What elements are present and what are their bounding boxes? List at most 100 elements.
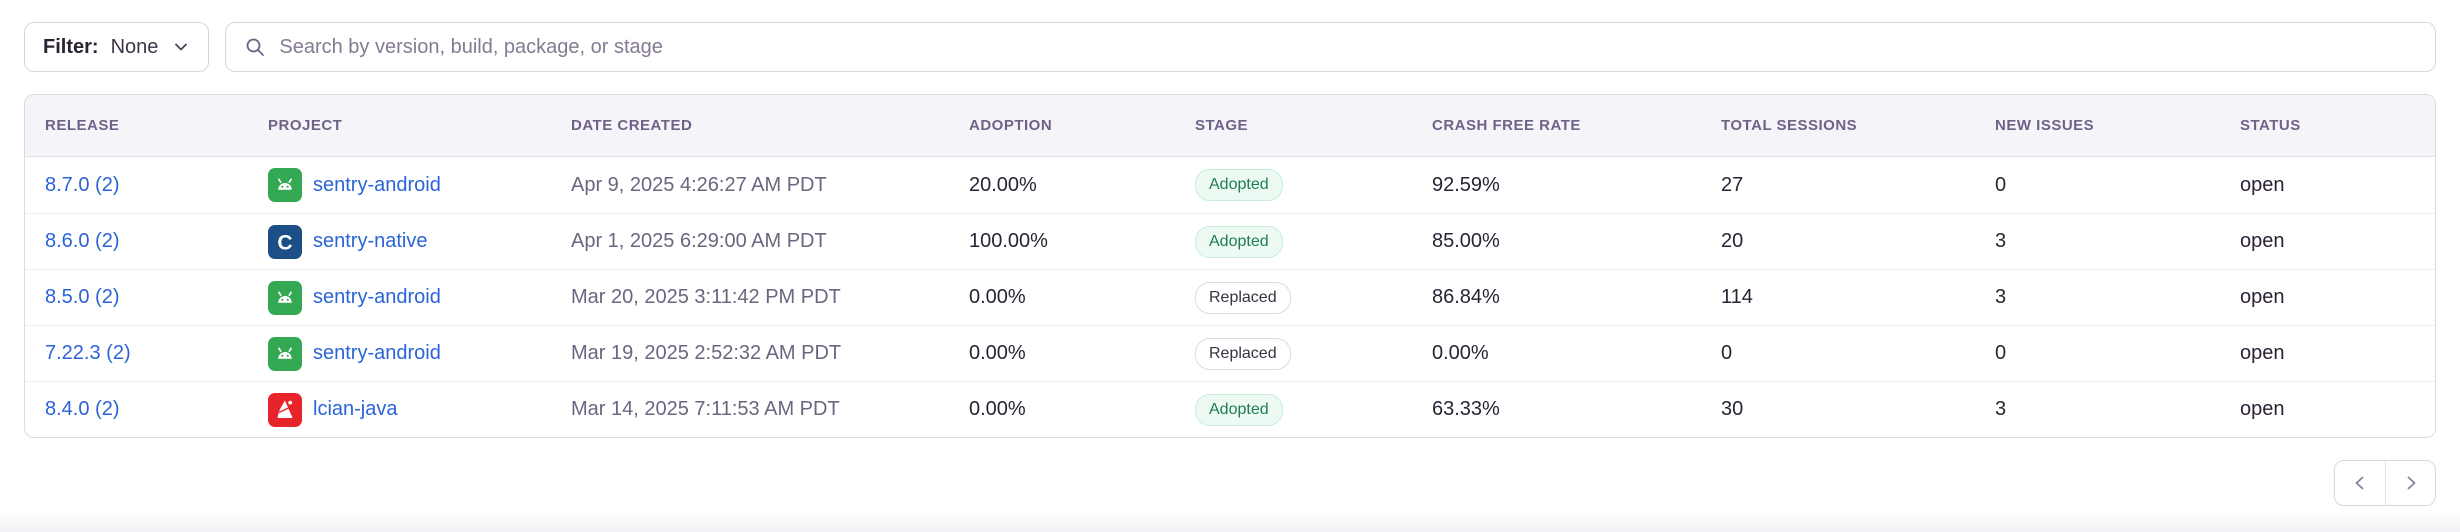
release-cell: 8.5.0 (2) [45, 286, 268, 309]
release-cell: 8.6.0 (2) [45, 230, 268, 253]
android-icon [268, 168, 302, 202]
crash-free-rate-cell: 63.33% [1432, 398, 1500, 420]
total-sessions-cell: 114 [1721, 286, 1753, 308]
date-created-cell: Mar 14, 2025 7:11:53 AM PDT [571, 398, 840, 420]
column-header: STATUS [2240, 117, 2301, 134]
new-issues-cell: 0 [1995, 342, 2240, 365]
project-cell: sentry-android [268, 280, 571, 315]
total-sessions-cell: 27 [1721, 173, 1744, 196]
status-cell: open [2240, 286, 2285, 308]
stage-cell: Replaced [1195, 281, 1432, 314]
status-cell: open [2240, 173, 2285, 196]
total-sessions-cell: 30 [1721, 398, 1744, 420]
date-created-cell: Mar 19, 2025 2:52:32 AM PDT [571, 342, 842, 364]
stage-cell: Replaced [1195, 337, 1432, 370]
release-link[interactable]: 7.22.3 (2) [45, 342, 131, 364]
new-issues-value: 0 [1995, 173, 2007, 196]
release-cell: 8.4.0 (2) [45, 398, 268, 421]
table-row: 8.5.0 (2) sentry-android Mar 20, 2025 3:… [25, 269, 2435, 325]
table-row: 8.7.0 (2) sentry-android Apr 9, 2025 4:2… [25, 157, 2435, 213]
project-cell: sentry-android [268, 336, 571, 371]
crash-free-rate-cell: 86.84% [1432, 286, 1500, 308]
filter-value: None [110, 35, 159, 58]
previous-page-button[interactable] [2335, 461, 2385, 505]
new-issues-cell: 0 [1995, 174, 2240, 197]
release-link[interactable]: 8.4.0 (2) [45, 398, 120, 420]
new-issues-value: 0 [1995, 342, 2007, 364]
status-cell: open [2240, 398, 2285, 420]
table-row: 7.22.3 (2) sentry-android Mar 19, 2025 2… [25, 325, 2435, 381]
pagination [0, 438, 2460, 506]
new-issues-link[interactable]: 3 [1995, 230, 2007, 252]
release-cell: 7.22.3 (2) [45, 342, 268, 365]
total-sessions-cell: 20 [1721, 230, 1744, 252]
project-link[interactable]: sentry-native [313, 230, 428, 252]
svg-text:C: C [277, 231, 292, 254]
stage-badge: Adopted [1195, 225, 1283, 258]
chevron-right-icon [2402, 474, 2420, 492]
android-icon [268, 280, 302, 315]
filter-label: Filter: [43, 35, 99, 58]
adoption-cell: 100.00% [969, 230, 1048, 252]
total-sessions-cell: 0 [1721, 342, 1733, 364]
android-icon [268, 336, 302, 371]
stage-badge: Adopted [1195, 169, 1283, 201]
crash-free-rate-cell: 85.00% [1432, 230, 1500, 252]
page-bottom-edge [0, 512, 2460, 532]
stage-badge: Replaced [1195, 337, 1291, 370]
project-link[interactable]: sentry-android [313, 173, 441, 196]
release-cell: 8.7.0 (2) [45, 174, 268, 197]
search-icon [244, 36, 266, 58]
release-link[interactable]: 8.7.0 (2) [45, 173, 120, 196]
status-cell: open [2240, 342, 2285, 364]
stage-cell: Adopted [1195, 225, 1432, 258]
c-icon: C [268, 224, 302, 259]
date-created-cell: Mar 20, 2025 3:11:42 PM PDT [571, 286, 841, 308]
column-header: ADOPTION [969, 117, 1053, 134]
java-icon [268, 392, 302, 427]
search-bar[interactable] [225, 22, 2436, 72]
new-issues-link[interactable]: 3 [1995, 286, 2007, 308]
table-row: 8.4.0 (2) lcian-java Mar 14, 2025 7:11:5… [25, 381, 2435, 437]
new-issues-cell: 3 [1995, 286, 2240, 309]
stage-cell: Adopted [1195, 169, 1432, 201]
stage-badge: Replaced [1195, 281, 1291, 314]
column-header: STAGE [1195, 117, 1249, 134]
adoption-cell: 20.00% [969, 173, 1037, 196]
release-link[interactable]: 8.6.0 (2) [45, 230, 120, 252]
pagination-button-group [2334, 460, 2436, 506]
crash-free-rate-cell: 92.59% [1432, 173, 1500, 196]
stage-cell: Adopted [1195, 393, 1432, 426]
adoption-cell: 0.00% [969, 286, 1026, 308]
date-created-cell: Apr 9, 2025 4:26:27 AM PDT [571, 173, 827, 196]
toolbar: Filter: None [0, 0, 2460, 72]
project-cell: lcian-java [268, 392, 571, 427]
project-link[interactable]: sentry-android [313, 286, 441, 308]
releases-table: RELEASE PROJECT DATE CREATED ADOPTION STAGE C… [24, 94, 2436, 438]
column-header: DATE CREATED [571, 117, 693, 134]
filter-dropdown-button[interactable]: Filter: None [24, 22, 210, 72]
new-issues-link[interactable]: 3 [1995, 398, 2007, 420]
adoption-cell: 0.00% [969, 342, 1026, 364]
column-header: RELEASE [45, 117, 120, 134]
new-issues-cell: 3 [1995, 230, 2240, 253]
project-link[interactable]: sentry-android [313, 342, 441, 364]
column-header: NEW ISSUES [1995, 117, 2095, 134]
project-cell: C sentry-native [268, 224, 571, 259]
chevron-left-icon [2351, 474, 2369, 492]
next-page-button[interactable] [2385, 461, 2435, 505]
table-body: 8.7.0 (2) sentry-android Apr 9, 2025 4:2… [25, 157, 2435, 437]
chevron-down-icon [172, 38, 190, 56]
date-created-cell: Apr 1, 2025 6:29:00 AM PDT [571, 230, 827, 252]
crash-free-rate-cell: 0.00% [1432, 342, 1489, 364]
project-cell: sentry-android [268, 168, 571, 202]
project-link[interactable]: lcian-java [313, 398, 398, 420]
column-header: PROJECT [268, 117, 343, 134]
search-input[interactable] [279, 35, 2417, 59]
new-issues-cell: 3 [1995, 398, 2240, 421]
table-row: 8.6.0 (2) C sentry-native Apr 1, 2025 6:… [25, 213, 2435, 269]
table-header-row: RELEASE PROJECT DATE CREATED ADOPTION STAGE C… [25, 95, 2435, 157]
release-link[interactable]: 8.5.0 (2) [45, 286, 120, 308]
stage-badge: Adopted [1195, 393, 1283, 426]
column-header: TOTAL SESSIONS [1721, 117, 1858, 134]
